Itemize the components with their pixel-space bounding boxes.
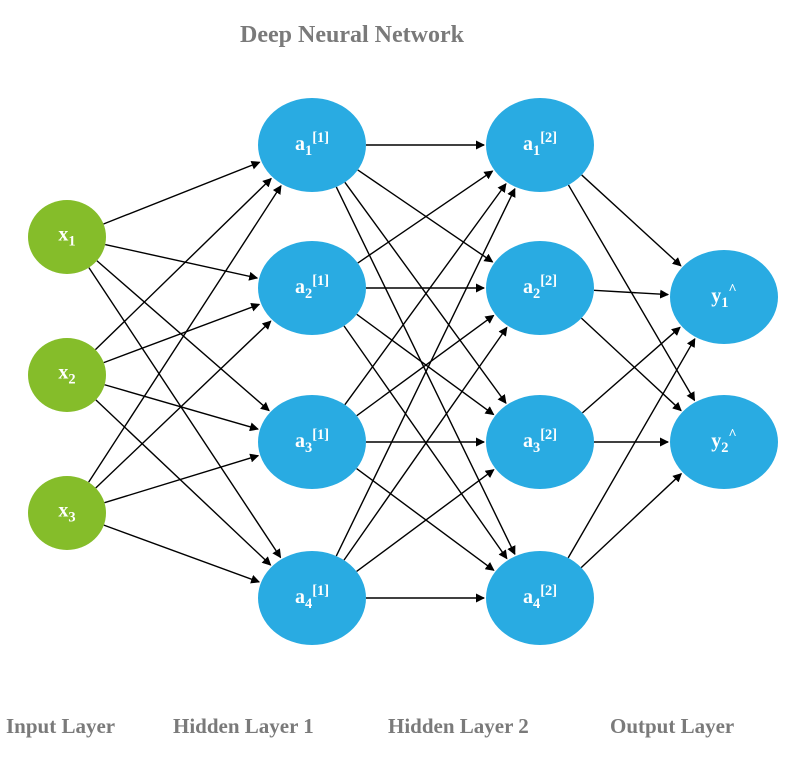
- edge: [104, 525, 259, 582]
- edge: [582, 175, 681, 266]
- edge: [336, 189, 515, 556]
- node-label: y2^: [711, 427, 737, 457]
- node-label: a4[2]: [523, 583, 557, 613]
- edge: [336, 187, 515, 554]
- node-label: a1[2]: [523, 130, 557, 160]
- edges-group: [89, 145, 695, 598]
- edge: [344, 327, 507, 560]
- edge: [358, 171, 493, 263]
- edge: [96, 321, 271, 488]
- edge: [357, 315, 494, 415]
- edge: [104, 162, 260, 224]
- edge: [357, 469, 494, 571]
- edge: [357, 314, 494, 414]
- edge: [104, 456, 258, 503]
- node-label: a4[1]: [295, 583, 329, 613]
- edge: [95, 179, 271, 350]
- layer-label: Hidden Layer 2: [388, 714, 529, 739]
- node-label: x3: [58, 500, 75, 527]
- layer-label: Output Layer: [610, 714, 734, 739]
- edge: [89, 268, 281, 558]
- edge: [89, 186, 281, 482]
- edge: [105, 245, 257, 278]
- layer-label: Hidden Layer 1: [173, 714, 314, 739]
- layer-label: Input Layer: [6, 714, 115, 739]
- node-label: a1[1]: [295, 130, 329, 160]
- node-label: a2[2]: [523, 273, 557, 303]
- node-label: y1^: [711, 282, 737, 312]
- edge: [358, 170, 493, 262]
- edge: [582, 327, 680, 413]
- diagram-title: Deep Neural Network: [240, 22, 464, 49]
- edge: [581, 474, 681, 568]
- node-label: a2[1]: [295, 273, 329, 303]
- node-label: x1: [58, 224, 75, 251]
- node-label: a3[1]: [295, 427, 329, 457]
- diagram-container: { "title": { "text": "Deep Neural Networ…: [0, 0, 798, 762]
- node-label: x2: [58, 362, 75, 389]
- edge: [581, 318, 681, 410]
- nodes-group: [28, 98, 778, 645]
- node-label: a3[2]: [523, 427, 557, 457]
- network-svg: [0, 0, 798, 762]
- edge: [357, 470, 494, 572]
